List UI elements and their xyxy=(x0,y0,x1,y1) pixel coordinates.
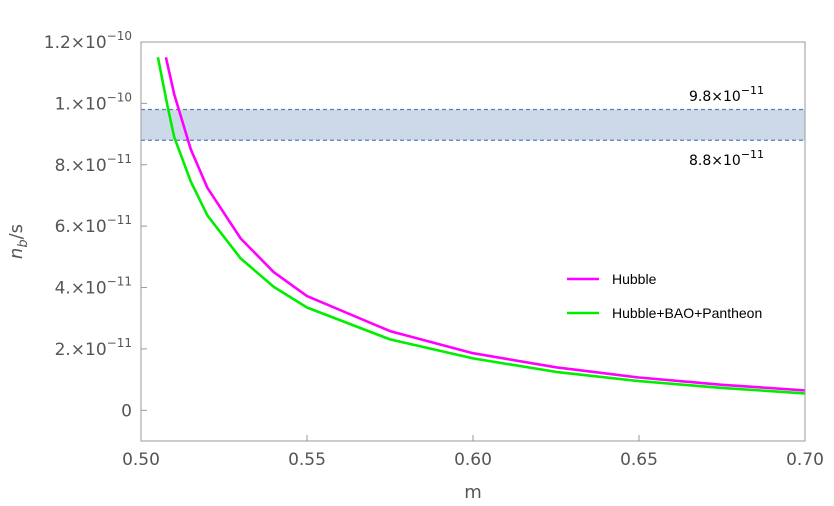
x-axis-label: m xyxy=(464,482,482,503)
x-tick-label-0: 0.50 xyxy=(122,450,160,470)
y-tick-label-6: 1.2×10−10 xyxy=(44,29,132,53)
band-lower-label: 8.8×10−11 xyxy=(689,148,764,169)
y-axis-label-rest: /s xyxy=(6,224,27,239)
legend-label-1: Hubble xyxy=(612,271,657,287)
band-upper-label: 9.8×10−11 xyxy=(689,84,764,105)
series-layer xyxy=(156,57,806,395)
x-tick-label-4: 0.70 xyxy=(786,450,824,470)
x-tick-label-1: 0.55 xyxy=(288,450,326,470)
series-line-1 xyxy=(164,57,806,392)
y-tick-label-5: 1.×10−10 xyxy=(55,90,132,114)
y-axis-label-base: n xyxy=(6,248,27,259)
legend: Hubble Hubble+BAO+Pantheon xyxy=(567,271,762,321)
x-tick-label-3: 0.65 xyxy=(620,450,658,470)
series-line-2 xyxy=(156,57,806,395)
y-tick-label-4: 8.×10−11 xyxy=(55,152,132,176)
band-annotations: 9.8×10−11 8.8×10−11 xyxy=(689,84,764,169)
band-layer xyxy=(141,108,805,141)
x-tick-label-2: 0.60 xyxy=(454,450,492,470)
legend-label-2: Hubble+BAO+Pantheon xyxy=(612,305,762,321)
y-tick-label-2: 4.×10−11 xyxy=(55,275,132,299)
y-tick-label-0: 0 xyxy=(121,401,132,421)
y-axis-label-sub: b xyxy=(16,239,31,247)
y-tick-label-1: 2.×10−11 xyxy=(55,336,132,360)
tick-layer: 0.50 0.55 0.60 0.65 0.70 0 2.×10−11 4.×10−11 6.×… xyxy=(44,29,824,470)
band-fill xyxy=(141,109,805,141)
y-axis-label: nb/s xyxy=(6,224,31,259)
y-tick-label-3: 6.×10−11 xyxy=(55,213,132,237)
